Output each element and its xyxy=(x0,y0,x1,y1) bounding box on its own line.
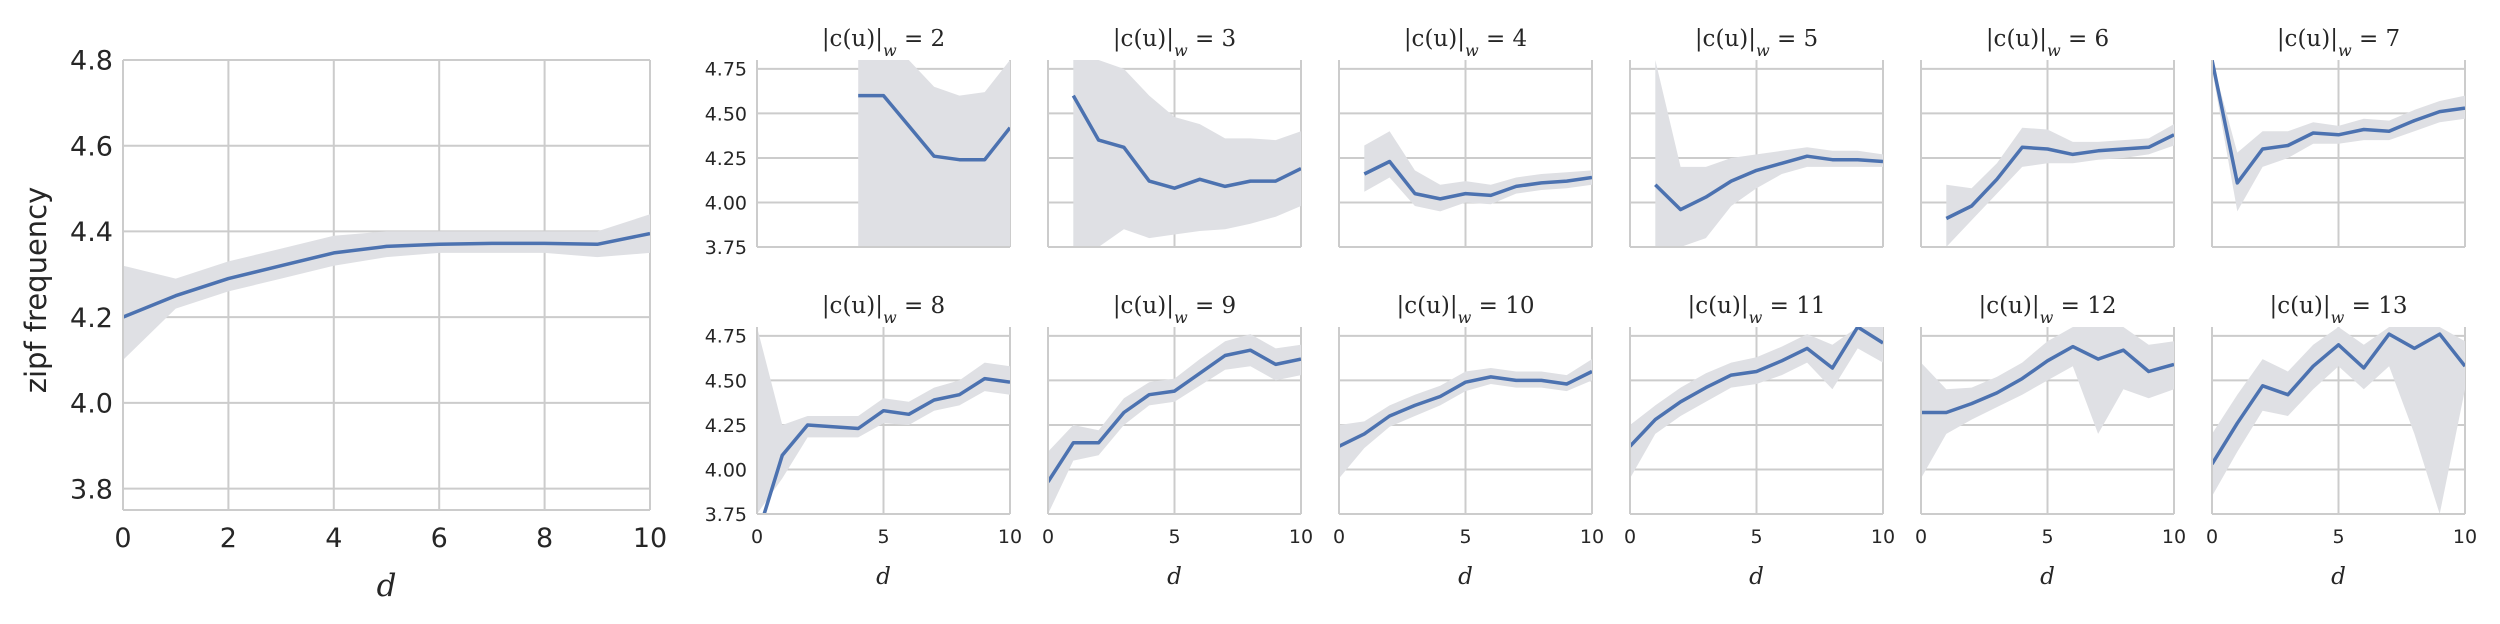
panel-10-xlabel: d xyxy=(1749,564,1764,590)
panel-9-xtick-label-0: 0 xyxy=(1333,526,1345,548)
panel-1-ytick-label-4: 4.75 xyxy=(705,59,747,81)
panel-8-xtick-label-2: 10 xyxy=(1289,526,1313,548)
panel-5-confidence-band xyxy=(1946,124,2174,247)
panel-3-series-line xyxy=(1363,159,1592,201)
panel-6-title: |c(u)|w = 7 xyxy=(2277,26,2400,60)
panel-9-xtick-label-2: 10 xyxy=(1580,526,1604,548)
panel-3-confidence-band xyxy=(1364,131,1592,212)
panel-12: 0 5 10 |c(u)|w = 13 d xyxy=(2206,293,2477,590)
main-xtick-label-5: 10 xyxy=(633,523,667,554)
panel-11-title: |c(u)|w = 12 xyxy=(1978,293,2116,327)
main-xlabel: d xyxy=(377,568,397,604)
panel-7-xtick-label-0: 0 xyxy=(751,526,763,548)
panel-10: 0 5 10 |c(u)|w = 11 d xyxy=(1624,293,1895,590)
panel-7-ytick-label-2: 4.25 xyxy=(705,415,747,437)
panel-4-title: |c(u)|w = 5 xyxy=(1695,26,1818,60)
main-ytick-label-1: 4.0 xyxy=(70,389,113,420)
panel-4-series-line xyxy=(1654,154,1883,212)
panel-8-xtick-label-0: 0 xyxy=(1042,526,1054,548)
panel-8-series-line xyxy=(1048,348,1301,483)
main-xtick-label-2: 4 xyxy=(325,523,342,554)
panel-3: |c(u)|w = 4 xyxy=(1338,26,1593,248)
panel-10-confidence-band xyxy=(1630,327,1883,479)
panel-10-xtick-label-0: 0 xyxy=(1624,526,1636,548)
panel-1-ytick-label-1: 4.00 xyxy=(705,192,747,214)
main-ytick-label-5: 4.8 xyxy=(70,46,113,77)
main-ytick-label-4: 4.6 xyxy=(70,131,113,162)
panel-12-xlabel: d xyxy=(2331,564,2346,590)
panel-8-xlabel: d xyxy=(1167,564,1182,590)
panel-11-xtick-label-1: 5 xyxy=(2041,526,2053,548)
main-confidence-band xyxy=(123,214,650,360)
panel-6-series-line xyxy=(2212,60,2465,185)
main-ytick-label-3: 4.4 xyxy=(70,217,113,248)
panel-10-xtick-label-2: 10 xyxy=(1871,526,1895,548)
panel-5-title: |c(u)|w = 6 xyxy=(1986,26,2109,60)
panel-8-confidence-band xyxy=(1048,334,1301,514)
panel-1-series-line xyxy=(858,93,1010,162)
panel-4: |c(u)|w = 5 xyxy=(1629,26,1884,248)
panel-12-xtick-label-0: 0 xyxy=(2206,526,2218,548)
panel-7-ytick-label-3: 4.50 xyxy=(705,370,747,392)
panel-3-title: |c(u)|w = 4 xyxy=(1404,26,1527,60)
panel-10-title: |c(u)|w = 11 xyxy=(1687,293,1825,327)
panel-6: |c(u)|w = 7 xyxy=(2211,26,2466,248)
panel-11-series-line xyxy=(1921,344,2174,415)
panel-1-ytick-label-0: 3.75 xyxy=(705,237,747,259)
panel-7-series-line xyxy=(762,376,1010,514)
panel-12-xtick-label-2: 10 xyxy=(2453,526,2477,548)
panel-9-xlabel: d xyxy=(1458,564,1473,590)
panel-2-series-line xyxy=(1071,94,1301,190)
main-xtick-label-1: 2 xyxy=(220,523,237,554)
panel-7-xtick-label-2: 10 xyxy=(998,526,1022,548)
panel-7-ytick-label-0: 3.75 xyxy=(705,504,747,526)
main-ytick-label-0: 3.8 xyxy=(70,474,113,505)
panel-11-xtick-label-0: 0 xyxy=(1915,526,1927,548)
panel-11: 0 5 10 |c(u)|w = 12 d xyxy=(1915,293,2186,590)
panel-5: |c(u)|w = 6 xyxy=(1920,26,2175,248)
panel-11-xlabel: d xyxy=(2040,564,2055,590)
panel-7-ytick-label-4: 4.75 xyxy=(705,326,747,348)
panel-11-xtick-label-2: 10 xyxy=(2162,526,2186,548)
panel-8-xtick-label-1: 5 xyxy=(1168,526,1180,548)
panel-7-xtick-label-1: 5 xyxy=(877,526,889,548)
main-ytick-label-2: 4.2 xyxy=(70,303,113,334)
panel-12-confidence-band xyxy=(2212,327,2465,514)
panel-7-confidence-band xyxy=(757,327,1010,514)
panel-11-confidence-band xyxy=(1921,327,2174,479)
panel-12-xtick-label-1: 5 xyxy=(2332,526,2344,548)
panel-9-xtick-label-1: 5 xyxy=(1459,526,1471,548)
main-xtick-label-3: 6 xyxy=(431,523,448,554)
panel-2: |c(u)|w = 3 xyxy=(1047,26,1302,248)
main-ylabel: zipf frequency xyxy=(19,187,53,394)
panel-12-series-line xyxy=(2212,332,2465,466)
main-xtick-label-0: 0 xyxy=(114,523,131,554)
panel-1: 3.75 4.00 4.25 4.50 4.75 |c(u)|w = 2 xyxy=(705,26,1011,259)
main-xtick-label-4: 8 xyxy=(536,523,553,554)
panel-8: 0 5 10 |c(u)|w = 9 d xyxy=(1042,293,1313,590)
panel-9-series-line xyxy=(1339,369,1592,448)
small-multiples: 3.75 4.00 4.25 4.50 4.75 |c(u)|w = 2 |c(u)|w =… xyxy=(705,26,2477,590)
panel-12-title: |c(u)|w = 13 xyxy=(2269,293,2407,327)
panel-7-xlabel: d xyxy=(876,564,891,590)
panel-10-series-line xyxy=(1630,327,1883,448)
panel-5-series-line xyxy=(1945,133,2174,221)
main-series-line xyxy=(123,231,650,319)
main-chart: 0 2 4 6 8 10 3.8 4.0 4.2 4.4 4.6 4.8 zipf frequency d xyxy=(19,46,667,604)
panel-7-ytick-label-1: 4.00 xyxy=(705,459,747,481)
panel-7-title: |c(u)|w = 8 xyxy=(822,293,945,327)
panel-9: 0 5 10 |c(u)|w = 10 d xyxy=(1333,293,1604,590)
panel-1-title: |c(u)|w = 2 xyxy=(822,26,945,60)
panel-9-title: |c(u)|w = 10 xyxy=(1396,293,1534,327)
panel-7: 0 5 10 3.75 4.00 4.25 4.50 4.75 |c(u)|w = 8 d xyxy=(705,293,1022,590)
panel-1-ytick-label-3: 4.50 xyxy=(705,103,747,125)
panel-2-title: |c(u)|w = 3 xyxy=(1113,26,1236,60)
panel-2-confidence-band xyxy=(1073,60,1301,247)
panel-4-confidence-band xyxy=(1655,60,1883,247)
panel-10-xtick-label-1: 5 xyxy=(1750,526,1762,548)
panel-8-title: |c(u)|w = 9 xyxy=(1113,293,1236,327)
panel-1-ytick-label-2: 4.25 xyxy=(705,148,747,170)
